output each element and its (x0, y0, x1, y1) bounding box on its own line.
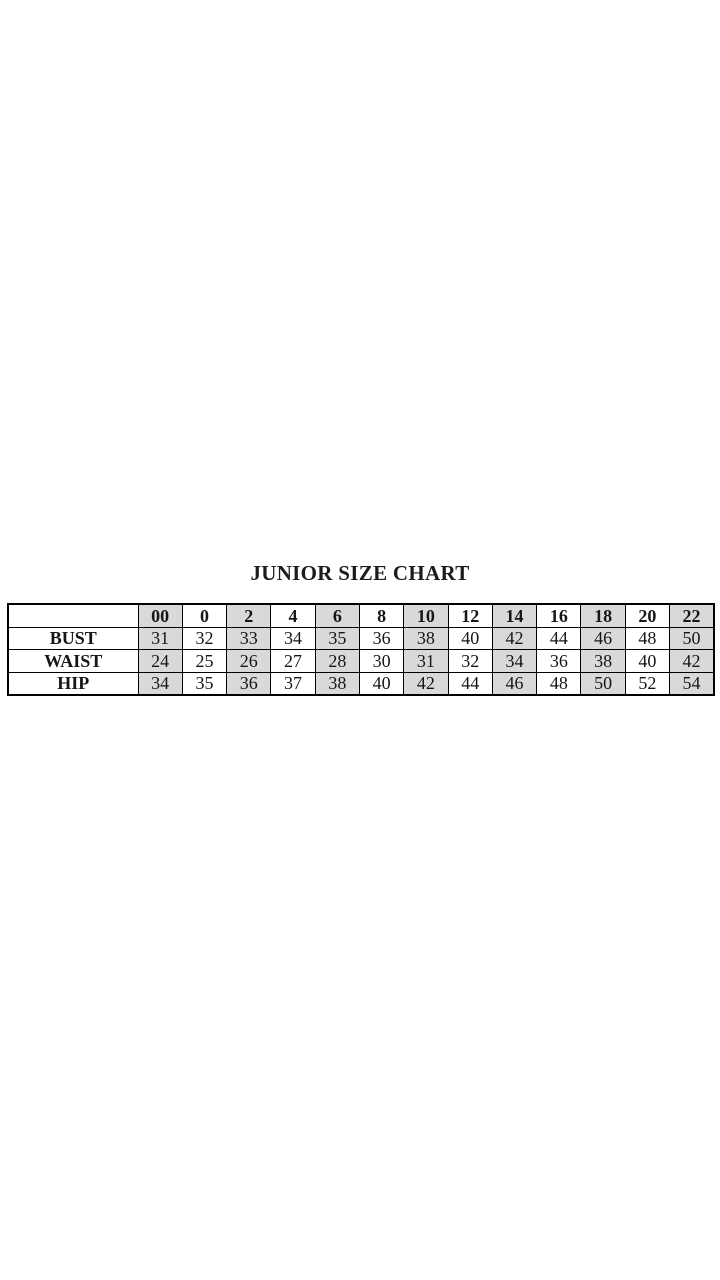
size-header: 12 (447, 603, 493, 628)
measurement-cell: 31 (403, 649, 449, 673)
row-label: BUST (7, 626, 139, 650)
measurement-cell: 27 (270, 649, 316, 673)
measurement-cell: 48 (624, 626, 671, 650)
table-row-hip: HIP 34 35 36 37 38 40 42 44 46 48 50 52 … (7, 671, 715, 696)
measurement-cell: 42 (669, 649, 715, 673)
size-header: 10 (403, 603, 449, 628)
measurement-cell: 36 (358, 626, 405, 650)
corner-cell (7, 603, 139, 628)
measurement-cell: 24 (137, 649, 183, 673)
measurement-cell: 40 (624, 649, 671, 673)
size-header: 20 (624, 603, 671, 628)
measurement-cell: 37 (270, 671, 316, 696)
measurement-cell: 40 (447, 626, 493, 650)
table-header-row: 00 0 2 4 6 8 10 12 14 16 18 20 22 (7, 603, 715, 628)
measurement-cell: 36 (226, 671, 272, 696)
size-header: 16 (536, 603, 582, 628)
measurement-cell: 26 (226, 649, 272, 673)
row-label: HIP (7, 671, 139, 696)
measurement-cell: 36 (536, 649, 582, 673)
measurement-cell: 54 (669, 671, 715, 696)
size-header: 22 (669, 603, 715, 628)
measurement-cell: 38 (580, 649, 626, 673)
measurement-cell: 40 (358, 671, 405, 696)
measurement-cell: 34 (491, 649, 538, 673)
measurement-cell: 34 (137, 671, 183, 696)
size-header: 00 (137, 603, 183, 628)
table-row-waist: WAIST 24 25 26 27 28 30 31 32 34 36 38 4… (7, 649, 715, 673)
measurement-cell: 46 (580, 626, 626, 650)
measurement-cell: 28 (314, 649, 360, 673)
measurement-cell: 42 (403, 671, 449, 696)
measurement-cell: 32 (447, 649, 493, 673)
measurement-cell: 52 (624, 671, 671, 696)
measurement-cell: 33 (226, 626, 272, 650)
junior-size-chart-table: 00 0 2 4 6 8 10 12 14 16 18 20 22 BUST 3… (7, 603, 715, 696)
size-header: 2 (226, 603, 272, 628)
measurement-cell: 38 (314, 671, 360, 696)
size-header: 8 (358, 603, 405, 628)
measurement-cell: 42 (491, 626, 538, 650)
measurement-cell: 30 (358, 649, 405, 673)
size-header: 14 (491, 603, 538, 628)
measurement-cell: 38 (403, 626, 449, 650)
table-row-bust: BUST 31 32 33 34 35 36 38 40 42 44 46 48… (7, 626, 715, 650)
measurement-cell: 31 (137, 626, 183, 650)
measurement-cell: 48 (536, 671, 582, 696)
size-header: 4 (270, 603, 316, 628)
measurement-cell: 44 (536, 626, 582, 650)
measurement-cell: 35 (181, 671, 228, 696)
size-header: 18 (580, 603, 626, 628)
measurement-cell: 32 (181, 626, 228, 650)
measurement-cell: 50 (580, 671, 626, 696)
measurement-cell: 34 (270, 626, 316, 650)
measurement-cell: 44 (447, 671, 493, 696)
size-header: 6 (314, 603, 360, 628)
measurement-cell: 35 (314, 626, 360, 650)
row-label: WAIST (7, 649, 139, 673)
measurement-cell: 50 (669, 626, 715, 650)
size-header: 0 (181, 603, 228, 628)
measurement-cell: 25 (181, 649, 228, 673)
measurement-cell: 46 (491, 671, 538, 696)
page-title: JUNIOR SIZE CHART (250, 561, 470, 585)
